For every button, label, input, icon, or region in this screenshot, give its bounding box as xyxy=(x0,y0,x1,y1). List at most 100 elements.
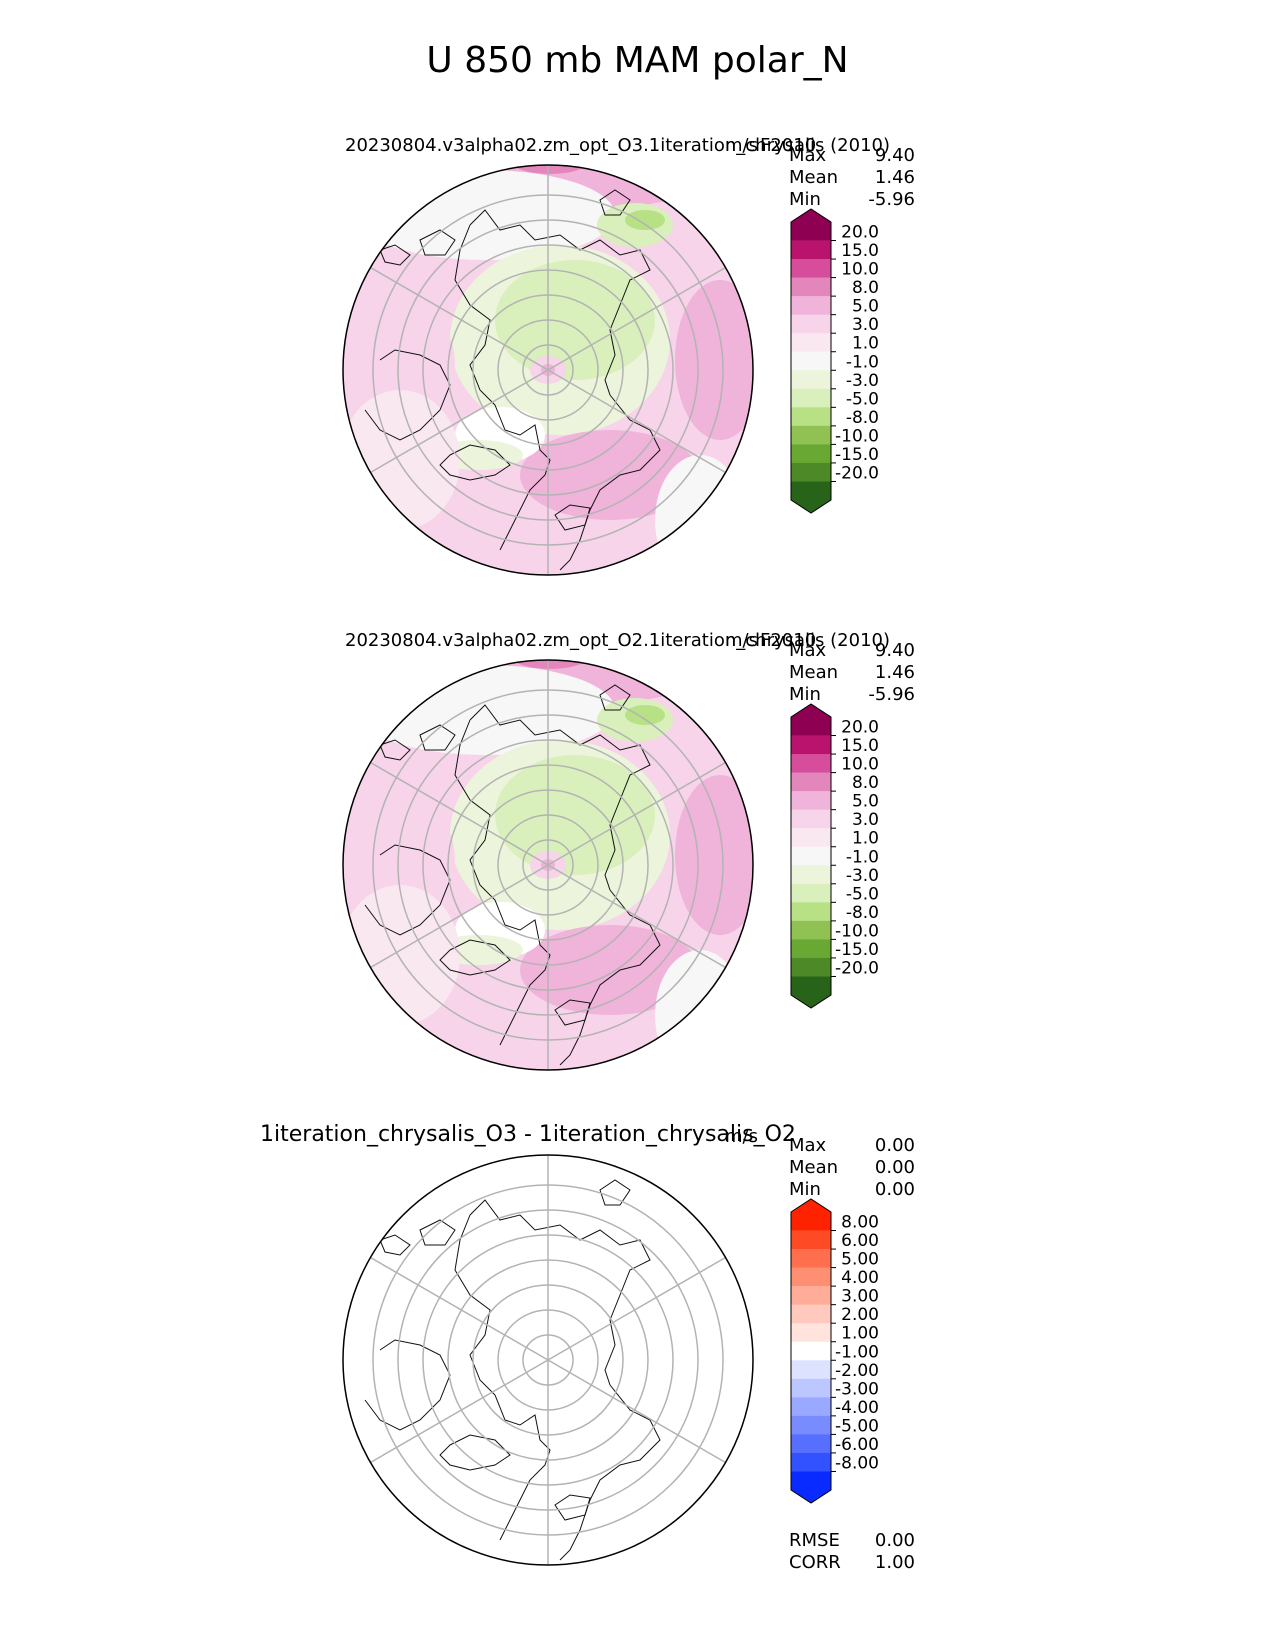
coastline xyxy=(379,244,411,266)
colorbar-tick-label: 2.00 xyxy=(841,1305,879,1325)
colorbar-segment xyxy=(791,828,831,848)
stats-block: Max 0.00 Mean 0.00 Min 0.00 xyxy=(789,1135,915,1201)
meridian-line xyxy=(547,864,726,969)
colorbar-tick-label: -1.0 xyxy=(846,352,879,372)
colorbar-segment xyxy=(791,902,831,922)
colorbar-segment xyxy=(791,809,831,829)
stat-mean: Mean 0.00 xyxy=(789,1157,915,1178)
stat-max: Max 9.40 xyxy=(789,640,915,661)
coastline xyxy=(599,684,631,711)
coastline xyxy=(419,724,456,751)
colorbar-tick-label: -10.0 xyxy=(835,426,879,446)
colorbar-tick-label: 5.00 xyxy=(841,1250,879,1270)
polar-map xyxy=(342,659,754,1071)
map-boundary xyxy=(342,1154,754,1566)
colorbar-segment xyxy=(791,920,831,940)
colorbar: 8.006.005.004.003.002.001.00-1.00-2.00-3… xyxy=(790,1198,879,1504)
meridian-line xyxy=(370,1256,549,1361)
colorbar-segment xyxy=(791,481,831,513)
panel-title: 1iteration_chrysalis_O3 - 1iteration_chr… xyxy=(260,1122,796,1147)
colorbar-segment xyxy=(791,370,831,390)
coastline xyxy=(469,209,651,396)
colorbar-tick-label: -8.00 xyxy=(835,1453,879,1473)
colorbar-tick-label: 5.0 xyxy=(852,297,879,317)
meridian-line xyxy=(547,761,726,866)
coastline xyxy=(599,189,631,216)
stat-min: Min 0.00 xyxy=(789,1179,915,1200)
colorbar-segment xyxy=(791,314,831,334)
field-contour xyxy=(625,210,665,230)
colorbar-segment xyxy=(791,735,831,755)
field-layer xyxy=(343,165,753,575)
colorbar-tick-label: 3.0 xyxy=(852,810,879,830)
colorbar-tick-label: -8.0 xyxy=(846,903,879,923)
colorbar-segment xyxy=(791,957,831,977)
field-contour xyxy=(520,925,700,1015)
field-contour xyxy=(510,660,590,669)
coastline xyxy=(554,504,591,531)
colorbar-segment xyxy=(791,296,831,315)
coastline xyxy=(454,224,506,431)
coastline xyxy=(599,1179,631,1206)
colorbar-segment xyxy=(791,462,831,482)
meridian-line xyxy=(547,1256,726,1361)
coastline xyxy=(364,1339,451,1431)
stats-block: Max 9.40 Mean 1.46 Min -5.96 xyxy=(789,145,915,211)
panel-title: 20230804.v3alpha02.zm_opt_O2.1iteration_… xyxy=(345,630,891,651)
colorbar-segment xyxy=(791,754,831,773)
coastline xyxy=(364,349,451,441)
colorbar-segment xyxy=(791,209,831,241)
stat-mean: Mean 1.46 xyxy=(789,662,915,683)
coastline xyxy=(469,704,651,891)
stats-block: Max 9.40 Mean 1.46 Min -5.96 xyxy=(789,640,915,706)
coastline xyxy=(554,1494,591,1521)
stat-max: Max 0.00 xyxy=(789,1135,915,1156)
meridian-line xyxy=(547,369,726,474)
colorbar-tick-label: -6.00 xyxy=(835,1435,879,1455)
meridian-line xyxy=(547,1359,726,1464)
meridian-line xyxy=(370,864,549,969)
colorbar-tick-label: -1.0 xyxy=(846,847,879,867)
figure-title: U 850 mb MAM polar_N xyxy=(426,40,849,81)
panel-difference: 1iteration_chrysalis_O3 - 1iteration_chr… xyxy=(0,1120,1275,1610)
colorbar-segment xyxy=(791,976,831,1008)
coastline xyxy=(554,999,591,1026)
meridian-line xyxy=(370,369,549,474)
colorbar: 20.015.010.08.05.03.01.0-1.0-3.0-5.0-8.0… xyxy=(790,208,879,514)
coastline xyxy=(419,1219,456,1246)
colorbar-tick-label: 1.00 xyxy=(841,1324,879,1344)
colorbar-tick-label: 20.0 xyxy=(841,718,879,738)
field-contour xyxy=(625,705,665,725)
colorbar-segment xyxy=(791,444,831,464)
colorbar-segment xyxy=(791,259,831,278)
colorbar-tick-label: 4.00 xyxy=(841,1268,879,1288)
colorbar-tick-label: -2.00 xyxy=(835,1361,879,1381)
colorbar-tick-label: 1.0 xyxy=(852,829,879,849)
colorbar-tick-label: 10.0 xyxy=(841,260,879,280)
colorbar-tick-label: -5.0 xyxy=(846,884,879,904)
colorbar-tick-label: -8.0 xyxy=(846,408,879,428)
colorbar-tick-label: -10.0 xyxy=(835,921,879,941)
colorbar-tick-label: -20.0 xyxy=(835,463,879,483)
colorbar-segment xyxy=(791,865,831,885)
metric-rmse: RMSE 0.00 xyxy=(789,1530,915,1551)
colorbar: 20.015.010.08.05.03.01.0-1.0-3.0-5.0-8.0… xyxy=(790,703,879,1009)
colorbar-segment xyxy=(791,1378,831,1398)
units-label: m/s xyxy=(725,135,758,156)
units-label: m/s xyxy=(725,630,758,651)
colorbar-tick-label: 8.0 xyxy=(852,278,879,298)
panel-title-right: F2010 xyxy=(760,630,817,651)
colorbar-segment xyxy=(791,277,831,297)
colorbar-tick-label: -20.0 xyxy=(835,958,879,978)
coastline xyxy=(559,889,661,1066)
coastline xyxy=(364,844,451,936)
polar-map xyxy=(342,164,754,576)
colorbar-tick-label: 6.00 xyxy=(841,1231,879,1251)
colorbar-tick-label: 15.0 xyxy=(841,736,879,756)
colorbar-segment xyxy=(791,846,831,866)
colorbar-segment xyxy=(791,1267,831,1287)
map-boundary xyxy=(342,164,754,576)
coastline xyxy=(419,229,456,256)
stat-mean: Mean 1.46 xyxy=(789,167,915,188)
colorbar-segment xyxy=(791,704,831,736)
